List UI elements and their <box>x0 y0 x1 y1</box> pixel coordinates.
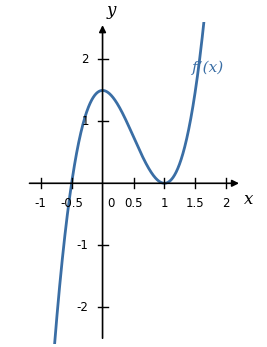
Text: x: x <box>244 191 253 208</box>
Text: 1: 1 <box>161 197 168 210</box>
Text: f’(x): f’(x) <box>192 61 225 75</box>
Text: 0.5: 0.5 <box>124 197 143 210</box>
Text: 1.5: 1.5 <box>186 197 205 210</box>
Text: -1: -1 <box>77 239 89 252</box>
Text: 1: 1 <box>81 115 89 128</box>
Text: y: y <box>107 2 116 19</box>
Text: -2: -2 <box>77 301 89 314</box>
Text: -1: -1 <box>35 197 46 210</box>
Text: -0.5: -0.5 <box>60 197 83 210</box>
Text: 2: 2 <box>223 197 230 210</box>
Text: 0: 0 <box>107 197 114 210</box>
Text: 2: 2 <box>81 53 89 66</box>
